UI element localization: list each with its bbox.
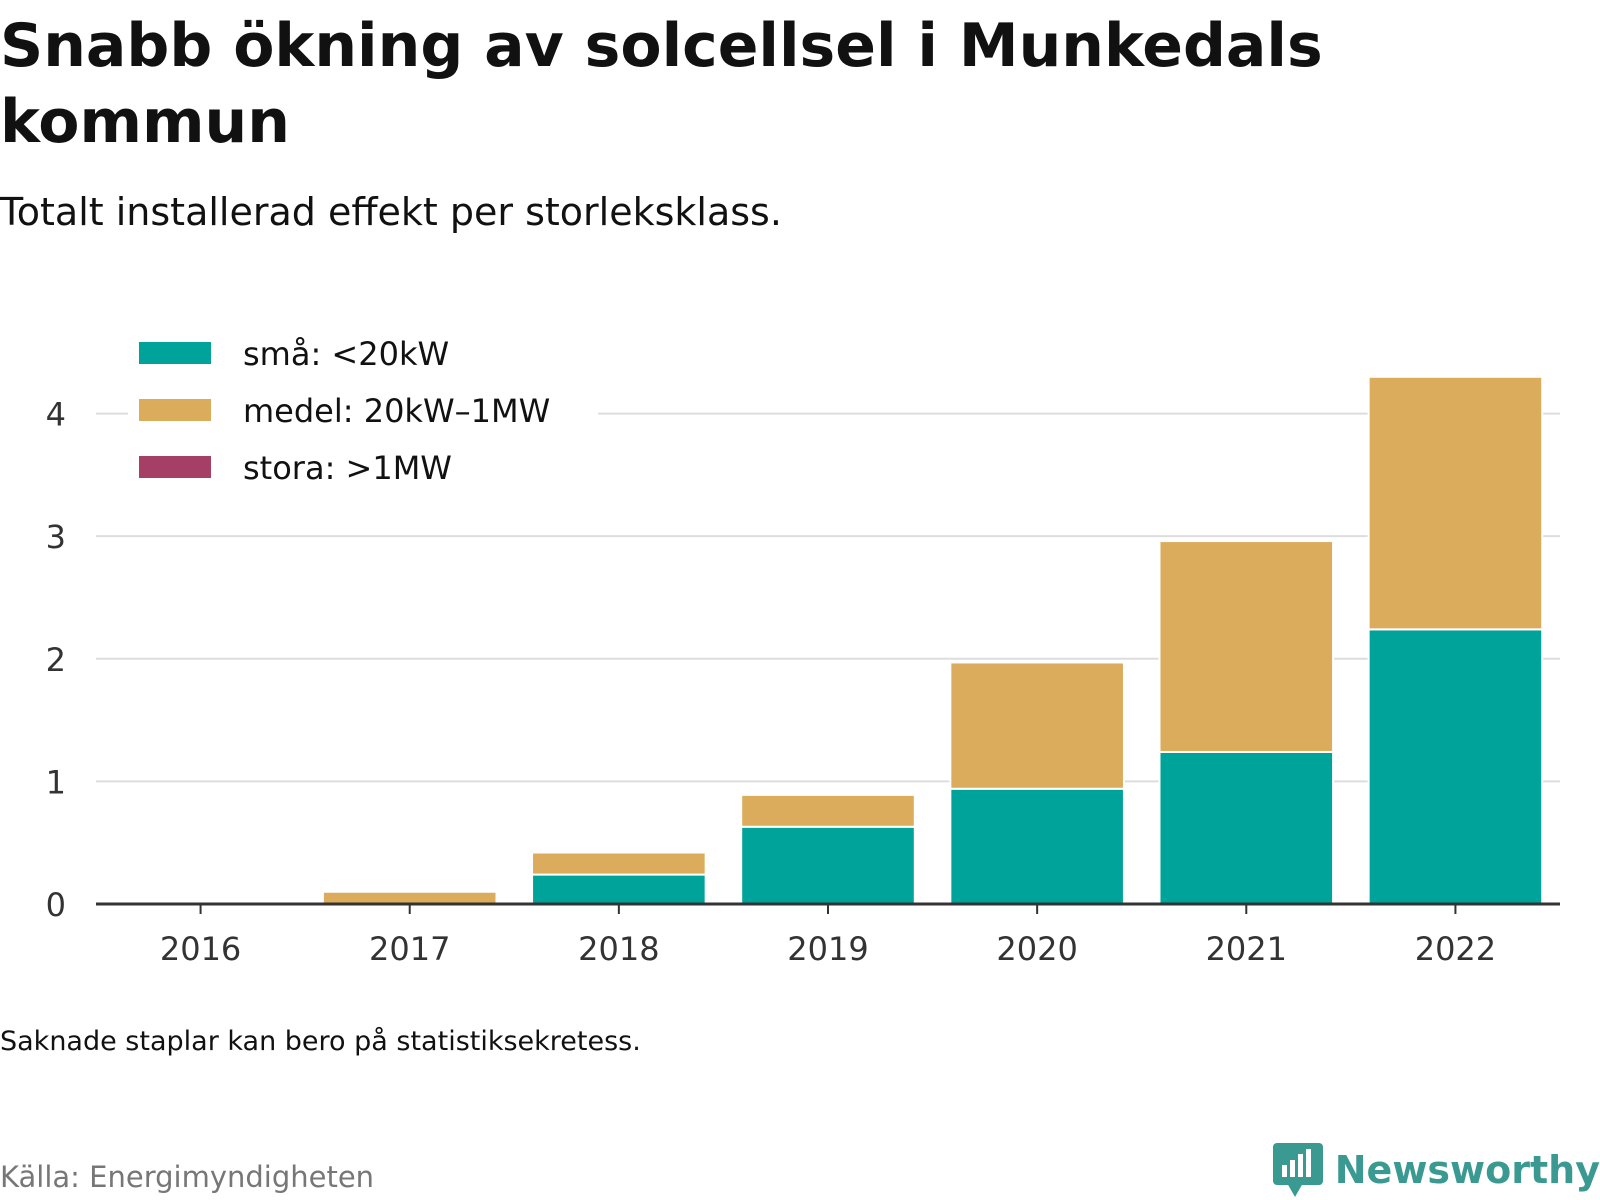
bar-segment-2022-0 xyxy=(1367,628,1544,905)
y-tick-label: 3 xyxy=(46,518,66,556)
chart-title: Snabb ökning av solcellsel i Munkedals k… xyxy=(0,11,1323,157)
bar-segment-2019-1 xyxy=(740,793,916,828)
legend: små: <20kW medel: 20kW–1MW stora: >1MW xyxy=(128,330,598,502)
x-tick-label: 2017 xyxy=(369,930,450,968)
legend-label: stora: >1MW xyxy=(243,449,452,487)
y-tick-label: 4 xyxy=(46,396,66,434)
legend-label: små: <20kW xyxy=(243,335,449,373)
bar-segment-2021-0 xyxy=(1158,750,1335,905)
bar-segment-2019-0 xyxy=(740,825,916,906)
bar-segment-2018-1 xyxy=(531,851,707,876)
x-axis: 2016 2017 2018 2019 2020 2021 2022 xyxy=(96,902,1560,968)
bars xyxy=(321,375,1544,906)
bar-segment-2017-1 xyxy=(321,890,498,906)
newsworthy-logo-icon xyxy=(1272,1143,1323,1197)
legend-swatch xyxy=(139,342,211,364)
legend-swatch xyxy=(139,456,211,478)
x-tick-label: 2020 xyxy=(996,930,1077,968)
legend-swatch xyxy=(139,399,211,421)
x-tick-label: 2018 xyxy=(578,930,659,968)
bar-segment-2021-1 xyxy=(1158,540,1335,753)
brand-logo: Newsworthy xyxy=(1272,1143,1600,1197)
y-axis-ticks: 0 1 2 3 4 xyxy=(46,396,66,924)
x-tick-label: 2021 xyxy=(1206,930,1287,968)
stacked-bar-chart: 0 1 2 3 4 2016 2017 2018 2019 2020 2021 2022 små: … xyxy=(46,330,1560,968)
x-tick-label: 2022 xyxy=(1415,930,1496,968)
brand-name: Newsworthy xyxy=(1334,1148,1600,1192)
bar-segment-2022-1 xyxy=(1367,375,1544,631)
chart-subtitle: Totalt installerad effekt per storlekskl… xyxy=(0,190,782,234)
x-tick-label: 2016 xyxy=(160,930,241,968)
source-text: Källa: Energimyndigheten xyxy=(0,1160,375,1194)
y-tick-label: 2 xyxy=(46,641,66,679)
bar-segment-2018-0 xyxy=(531,873,707,905)
x-tick-label: 2019 xyxy=(787,930,868,968)
y-tick-label: 1 xyxy=(46,763,66,801)
footnote: Saknade staplar kan bero på statistiksek… xyxy=(0,1026,641,1057)
bar-segment-2020-0 xyxy=(949,787,1125,906)
y-tick-label: 0 xyxy=(46,886,66,924)
legend-label: medel: 20kW–1MW xyxy=(243,392,550,430)
bar-segment-2020-1 xyxy=(949,661,1125,790)
